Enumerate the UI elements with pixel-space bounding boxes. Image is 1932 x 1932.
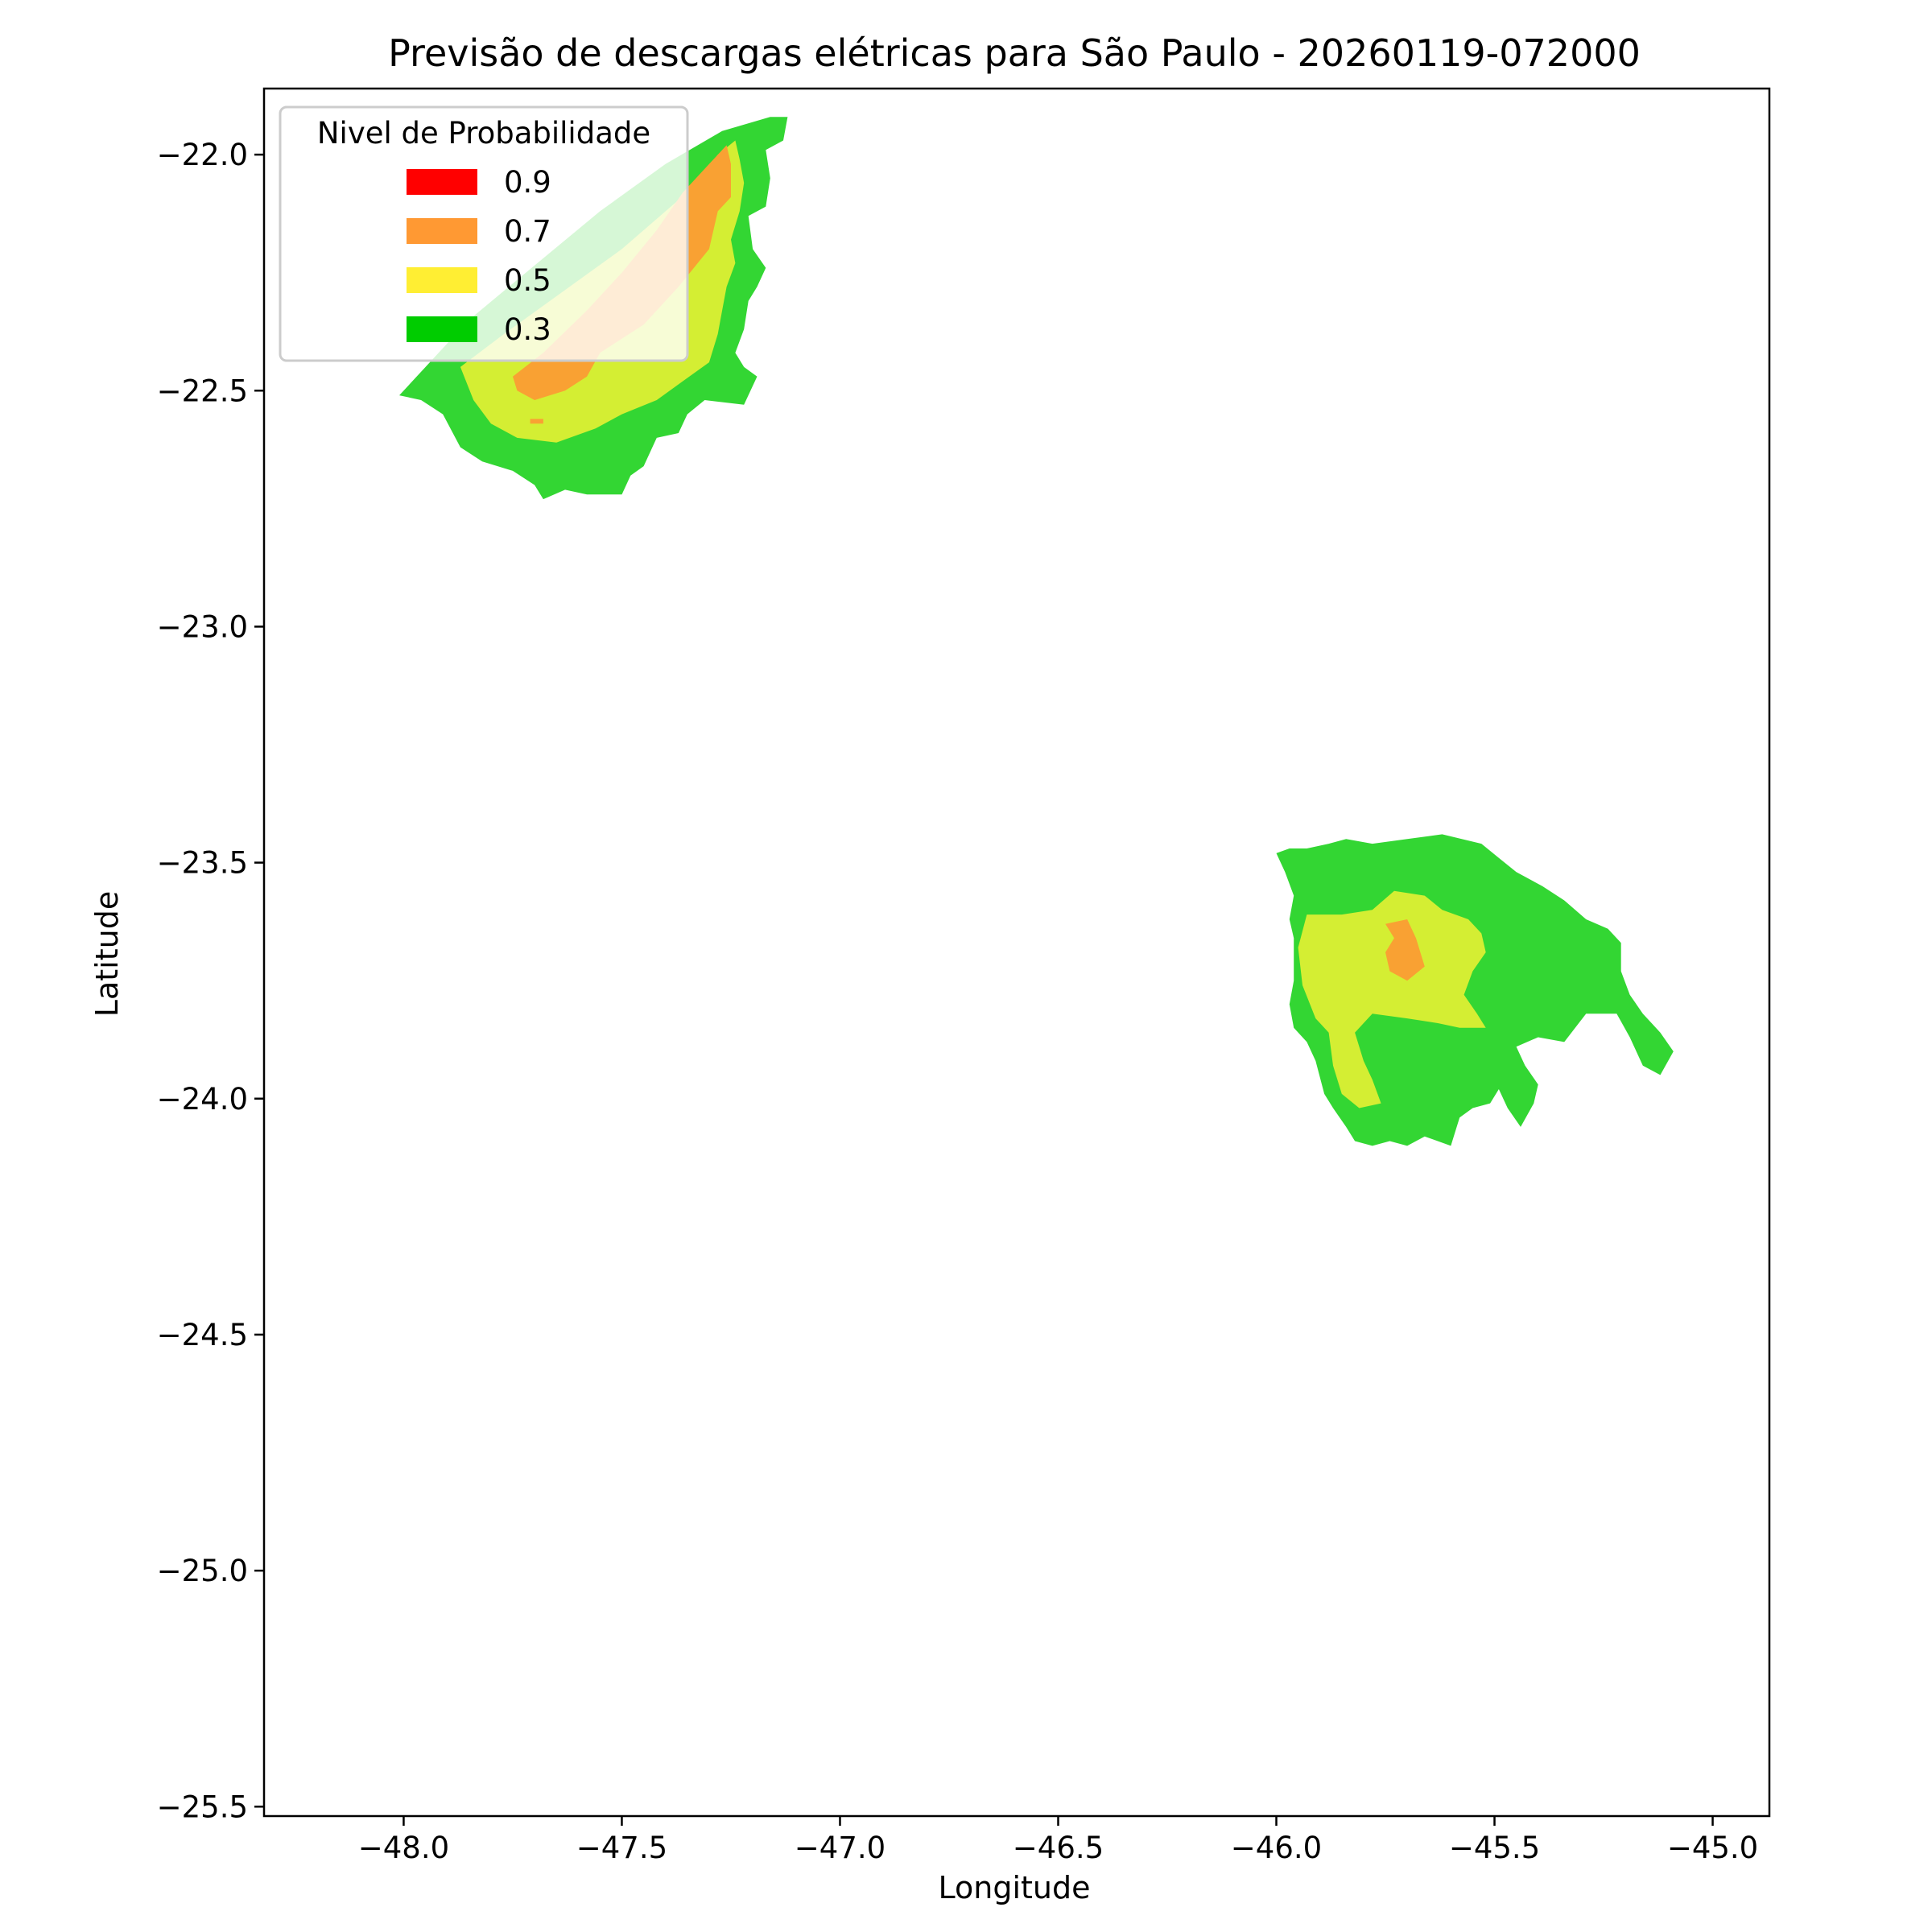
y-tick-label: −25.0 (157, 1554, 248, 1588)
legend-label-0.9: 0.9 (504, 165, 551, 200)
contour-southeast-cell-level-0.7-2 (1385, 919, 1425, 981)
y-tick-label: −24.0 (157, 1082, 248, 1117)
y-tick-label: −25.5 (157, 1790, 248, 1824)
y-tick-label: −22.5 (157, 374, 248, 408)
x-tick-label: −46.5 (1013, 1831, 1104, 1865)
chart-title: Previsão de descargas elétricas para São… (388, 31, 1641, 75)
y-axis: −22.0 −22.5 −23.0 −23.5 −24.0 −24.5 −25.0 −25.5 (157, 138, 264, 1824)
y-tick-label: −22.0 (157, 138, 248, 172)
legend-swatch-0.5 (407, 267, 477, 293)
legend-label-0.3: 0.3 (504, 312, 551, 347)
x-tick-label: −48.0 (358, 1831, 449, 1865)
x-tick-label: −45.5 (1449, 1831, 1540, 1865)
x-tick-label: −46.0 (1231, 1831, 1322, 1865)
x-tick-label: −45.0 (1667, 1831, 1758, 1865)
x-axis: −48.0 −47.5 −47.0 −46.5 −46.0 −45.5 −45.0 (358, 1816, 1758, 1865)
region-southeast-cell (1276, 834, 1674, 1146)
y-tick-label: −23.5 (157, 846, 248, 881)
x-axis-title: Longitude (939, 1870, 1091, 1905)
contour-northwest-cell-level-0.7-3 (530, 419, 543, 424)
legend-swatch-0.3 (407, 316, 477, 342)
x-tick-label: −47.0 (795, 1831, 886, 1865)
x-tick-label: −47.5 (576, 1831, 667, 1865)
legend-swatch-0.7 (407, 218, 477, 244)
legend-label-0.5: 0.5 (504, 263, 551, 298)
legend-box (279, 105, 689, 362)
legend-swatch-0.9 (407, 169, 477, 195)
y-axis-title: Latitude (89, 891, 125, 1017)
y-tick-label: −24.5 (157, 1318, 248, 1352)
legend: Nivel de Probabilidade 0.9 0.7 0.5 0.3 (279, 105, 689, 362)
axes-frame (262, 87, 1771, 1818)
contour-southeast-cell-level-0.5-1 (1298, 890, 1486, 1108)
legend-label-0.7: 0.7 (504, 214, 551, 249)
y-tick-label: −23.0 (157, 609, 248, 644)
legend-title: Nivel de Probabilidade (317, 116, 650, 151)
